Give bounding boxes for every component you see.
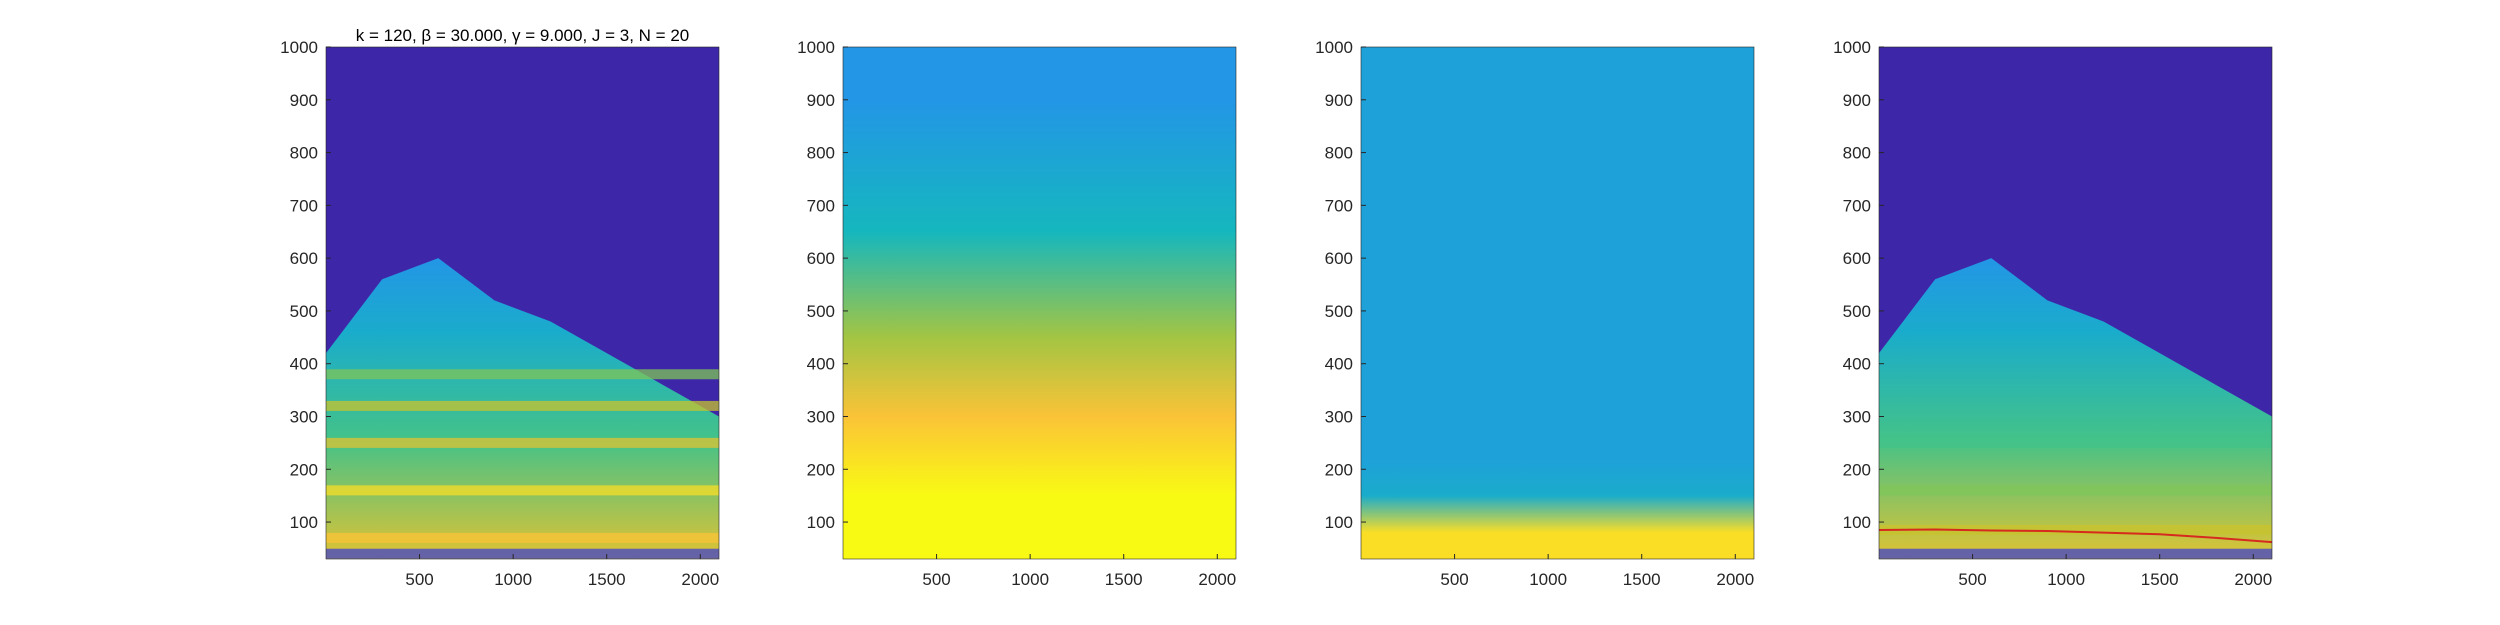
y-tick-label: 700 xyxy=(807,196,835,215)
x-tick-label: 500 xyxy=(1958,570,1986,589)
y-tick-label: 800 xyxy=(1843,144,1871,163)
x-tick-label: 1500 xyxy=(2141,570,2179,589)
spectral-band xyxy=(326,437,719,448)
spectral-band xyxy=(1879,524,2272,535)
panel-3: 100 200 300 400 500 600 700 800 900 1000 500 1000 15… xyxy=(1315,38,1755,589)
y-tick-label: 100 xyxy=(1325,513,1353,532)
y-tick-label: 600 xyxy=(1325,249,1353,268)
spectral-band xyxy=(326,400,719,411)
y-tick-label: 300 xyxy=(1843,407,1871,426)
y-tick-label: 500 xyxy=(1325,302,1353,321)
y-tick-label: 600 xyxy=(1843,249,1871,268)
heatmap-area xyxy=(843,47,1236,559)
x-tick-label: 1500 xyxy=(1105,570,1143,589)
heatmap-area xyxy=(1879,47,2272,559)
x-tick-label: 2000 xyxy=(1716,570,1754,589)
y-tick-label: 600 xyxy=(290,249,318,268)
y-tick-label: 1000 xyxy=(1315,38,1353,57)
y-tick-label: 500 xyxy=(1843,302,1871,321)
spectral-band xyxy=(326,532,719,543)
spectral-band xyxy=(1879,485,2272,496)
y-tick-label: 200 xyxy=(807,460,835,479)
panel-title: k = 120, β = 30.000, γ = 9.000, J = 3, N… xyxy=(356,26,689,45)
y-tick-label: 1000 xyxy=(797,38,835,57)
x-tick-label: 500 xyxy=(405,570,433,589)
x-tick-label: 1000 xyxy=(494,570,532,589)
y-tick-label: 900 xyxy=(1325,91,1353,110)
spectral-band xyxy=(1879,437,2272,448)
x-tick-label: 1500 xyxy=(1623,570,1661,589)
y-tick-label: 400 xyxy=(1843,355,1871,374)
x-tick-label: 1000 xyxy=(1529,570,1567,589)
y-tick-label: 700 xyxy=(1325,196,1353,215)
y-tick-label: 700 xyxy=(290,196,318,215)
y-tick-label: 400 xyxy=(290,355,318,374)
ridge-line xyxy=(1879,528,2272,544)
y-tick-label: 1000 xyxy=(1833,38,1871,57)
spectral-band xyxy=(326,369,719,380)
axes-box xyxy=(842,46,1237,560)
y-tick-label: 300 xyxy=(807,407,835,426)
axes-box xyxy=(1878,46,2273,560)
x-tick-label: 2000 xyxy=(1198,570,1236,589)
y-tick-label: 600 xyxy=(807,249,835,268)
axes-box xyxy=(325,46,720,560)
axes-box xyxy=(1360,46,1755,560)
y-tick-label: 200 xyxy=(1843,460,1871,479)
y-tick-label: 500 xyxy=(290,302,318,321)
y-tick-label: 1000 xyxy=(280,38,318,57)
spectral-band xyxy=(1879,548,2272,559)
panel-2: 100 200 300 400 500 600 700 800 900 1000 500 1000 15… xyxy=(797,38,1237,589)
envelope-region xyxy=(1879,258,2272,559)
x-tick-label: 2000 xyxy=(681,570,719,589)
y-tick-label: 700 xyxy=(1843,196,1871,215)
y-tick-label: 900 xyxy=(807,91,835,110)
x-tick-label: 1000 xyxy=(1011,570,1049,589)
y-tick-label: 200 xyxy=(1325,460,1353,479)
x-tick-label: 1500 xyxy=(588,570,626,589)
heatmap-gradient xyxy=(843,47,1236,559)
x-tick-label: 500 xyxy=(922,570,950,589)
y-tick-label: 200 xyxy=(290,460,318,479)
panel-4: 100 200 300 400 500 600 700 800 900 1000 500 1000 15… xyxy=(1833,38,2273,589)
panel-1: 100 200 300 400 500 600 700 800 900 1000 500 1000 15… xyxy=(280,26,720,589)
x-tick-label: 2000 xyxy=(2234,570,2272,589)
spectral-band xyxy=(326,548,719,559)
y-tick-label: 400 xyxy=(807,355,835,374)
heatmap-area xyxy=(326,47,719,559)
y-tick-label: 800 xyxy=(290,144,318,163)
y-tick-label: 100 xyxy=(807,513,835,532)
heatmap-gradient xyxy=(1361,47,1754,559)
y-tick-label: 100 xyxy=(1843,513,1871,532)
y-tick-label: 300 xyxy=(1325,407,1353,426)
x-tick-label: 500 xyxy=(1440,570,1468,589)
y-tick-label: 900 xyxy=(1843,91,1871,110)
y-tick-label: 100 xyxy=(290,513,318,532)
y-tick-label: 400 xyxy=(1325,355,1353,374)
heatmap-area xyxy=(1361,47,1754,559)
y-tick-label: 800 xyxy=(807,144,835,163)
y-tick-label: 800 xyxy=(1325,144,1353,163)
x-tick-label: 1000 xyxy=(2047,570,2085,589)
y-tick-label: 900 xyxy=(290,91,318,110)
y-tick-label: 500 xyxy=(807,302,835,321)
spectral-band xyxy=(326,485,719,496)
y-tick-label: 300 xyxy=(290,407,318,426)
